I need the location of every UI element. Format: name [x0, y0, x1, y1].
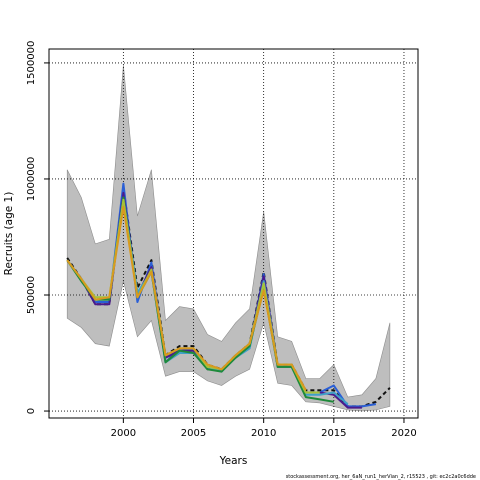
- x-tick-label: 2010: [251, 428, 276, 439]
- x-tick-label: 2005: [181, 428, 206, 439]
- confidence-band: [66, 65, 391, 412]
- footer-credit: stockassessment.org, her_6aN_run1_herVia…: [286, 474, 476, 480]
- plot-frame: [48, 48, 419, 419]
- series-line-7: [66, 205, 307, 391]
- y-tick-label: 1000000: [26, 157, 37, 202]
- x-tick-label: 2020: [391, 428, 416, 439]
- x-axis: 2000 2005 2010 2015 2020: [111, 418, 417, 439]
- y-tick-label: 0: [26, 408, 37, 414]
- x-tick-label: 2000: [111, 428, 136, 439]
- x-axis-title: Years: [219, 455, 248, 467]
- series-layer: [66, 182, 391, 409]
- y-tick-label: 500000: [26, 276, 37, 314]
- x-tick-label: 2015: [321, 428, 346, 439]
- confidence-band-layer: [66, 65, 391, 412]
- y-axis-title: Recruits (age 1): [3, 192, 15, 276]
- y-tick-label: 1500000: [26, 41, 37, 86]
- y-axis: 0 500000 1000000 1500000: [26, 41, 49, 414]
